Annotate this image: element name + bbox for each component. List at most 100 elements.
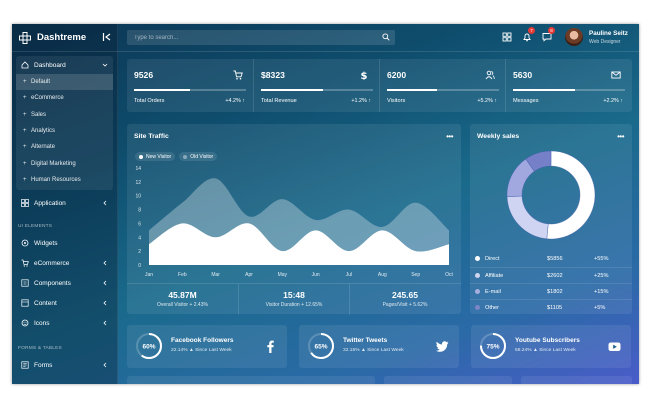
donut-slice-direct <box>546 150 596 240</box>
sales-row-affiliate: Affiliate $2602 +25% <box>470 267 632 283</box>
twitter-icon[interactable] <box>436 340 449 353</box>
search-input[interactable] <box>127 30 395 45</box>
svg-text:$: $ <box>361 71 368 80</box>
summary-value: 45.87M <box>168 290 197 300</box>
legend-swatch <box>139 154 143 159</box>
stat-change-value: +1.2% <box>351 98 367 104</box>
arrow-up-icon: ↑ <box>242 98 245 104</box>
sales-channel: E-mail <box>485 289 501 295</box>
more-options-icon[interactable]: ••• <box>446 132 453 141</box>
legend-swatch <box>475 273 480 278</box>
submenu-label: Digital Marketing <box>31 160 76 167</box>
submenu-label: Sales <box>31 111 47 118</box>
users-icon <box>485 70 495 80</box>
summary-label: Overall Visitor + 2.43% <box>127 302 238 308</box>
x-tick-label: Jan <box>145 272 153 278</box>
sidebar-item-dashboard[interactable]: Dashboard <box>16 56 113 74</box>
dashboard-app: Dashtreme Dashboard + Default + eCommerce … <box>12 24 639 384</box>
summary-label-text: Overall Visitor <box>157 302 189 308</box>
sales-percent: +55% <box>594 256 609 262</box>
youtube-icon[interactable] <box>608 340 621 353</box>
more-options-icon[interactable]: ••• <box>617 132 624 141</box>
sidebar-item-label: Forms <box>34 361 53 369</box>
submenu-item-default[interactable]: + Default <box>16 74 113 91</box>
weekly-sales-card: Weekly sales ••• Direct $5856 +55% Affil… <box>470 124 632 314</box>
progress-ring-fill <box>308 333 334 359</box>
sidebar-item-icons[interactable]: Icons <box>16 314 113 332</box>
legend-label: New Visitor <box>146 153 172 160</box>
stat-label: Total Revenue <box>261 98 297 104</box>
submenu-item-ecommerce[interactable]: + eCommerce <box>16 90 113 106</box>
plus-icon: + <box>23 160 27 167</box>
stats-card: 9526 Total Orders +4.2% ↑ $8323 $ Total … <box>127 59 632 112</box>
apps-icon[interactable] <box>502 32 512 42</box>
summary-pages-visit: 245.65 Pages/Visit + 5.62% <box>349 284 460 315</box>
search-icon[interactable] <box>382 33 390 41</box>
submenu-item-digital-marketing[interactable]: + Digital Marketing <box>16 155 113 171</box>
notification-badge: 7 <box>528 27 535 34</box>
bell-icon[interactable] <box>522 32 532 42</box>
series-area-new-visitor <box>149 223 449 265</box>
plus-icon: + <box>23 144 27 151</box>
chat-icon[interactable] <box>542 32 552 42</box>
traffic-summary: 45.87M Overall Visitor + 2.43% 15:48 Vis… <box>127 283 461 315</box>
summary-change: + 12.65% <box>301 302 323 308</box>
submenu-item-alternate[interactable]: + Alternate <box>16 139 113 155</box>
y-tick-label: 12 <box>135 180 141 186</box>
submenu-item-human-resources[interactable]: + Human Resources <box>16 172 113 188</box>
facebook-icon[interactable] <box>264 340 277 353</box>
summary-visitor-duration: 15:48 Visitor Duration + 12.65% <box>238 284 349 315</box>
stat-progress-fill <box>134 89 190 91</box>
home-icon <box>21 61 29 69</box>
sales-amount: $2602 <box>547 273 563 279</box>
cart-icon <box>21 259 29 267</box>
sidebar-item-forms[interactable]: Forms <box>16 356 113 374</box>
sidebar-item-content[interactable]: Content <box>16 294 113 312</box>
progress-ring: 60% <box>136 333 162 359</box>
top-bar: 7 8 Pauline Seitz Web Designer <box>118 24 639 52</box>
chevron-left-icon <box>103 260 107 266</box>
y-tick-label: 4 <box>138 235 141 241</box>
sidebar-item-ecommerce[interactable]: eCommerce <box>16 254 113 272</box>
submenu-item-analytics[interactable]: + Analytics <box>16 123 113 139</box>
y-tick-label: 2 <box>138 249 141 255</box>
chevron-left-icon <box>103 280 107 286</box>
sidebar-item-components[interactable]: Components <box>16 274 113 292</box>
user-name[interactable]: Pauline Seitz <box>589 30 628 37</box>
legend-new-visitor[interactable]: New Visitor <box>135 152 176 161</box>
progress-value: 75% <box>486 343 499 350</box>
grid-icon <box>21 199 29 207</box>
cart-icon <box>233 70 243 80</box>
avatar[interactable] <box>565 28 583 46</box>
progress-ring: 75% <box>480 333 506 359</box>
sidebar-toggle-icon[interactable] <box>102 32 112 42</box>
stat-progress <box>387 89 499 91</box>
submenu-item-sales[interactable]: + Sales <box>16 107 113 123</box>
summary-change: + 2.43% <box>189 302 208 308</box>
sidebar-item-label: Widgets <box>34 239 58 247</box>
legend-label: Old Visitor <box>190 153 214 160</box>
stat-progress-fill <box>513 89 575 91</box>
sidebar-item-application[interactable]: Application <box>16 194 113 212</box>
legend-old-visitor[interactable]: Old Visitor <box>179 152 218 161</box>
bottom-card-placeholder <box>384 376 512 384</box>
sales-channel: Other <box>485 305 499 311</box>
summary-change: + 5.62% <box>408 302 428 308</box>
sales-percent: +5% <box>594 305 606 311</box>
plus-icon: + <box>23 128 27 135</box>
sales-channel: Direct <box>485 256 500 262</box>
legend-swatch <box>475 289 480 294</box>
sidebar-item-widgets[interactable]: Widgets <box>16 234 113 252</box>
summary-value: 245.65 <box>392 290 418 300</box>
stat-change-value: +2.2% <box>603 98 619 104</box>
traffic-area-chart: 0 2 4 6 8 10 12 14 Jan Feb Mar Apr May Jun Jul Aug Sep Oc… <box>135 166 453 278</box>
bottom-card-placeholder <box>127 376 375 384</box>
dashboard-menu: Dashboard + Default + eCommerce + Sales + An… <box>16 56 113 190</box>
stat-change: +1.2% ↑ <box>351 98 371 104</box>
stat-total-orders: 9526 Total Orders +4.2% ↑ <box>127 59 253 112</box>
site-traffic-card: Site Traffic ••• New Visitor Old Visitor… <box>127 124 461 315</box>
plus-icon: + <box>23 79 27 86</box>
x-tick-label: Feb <box>178 272 187 278</box>
arrow-up-icon: ↑ <box>368 98 371 104</box>
stat-messages: 5630 Messages +2.2% ↑ <box>505 59 631 112</box>
